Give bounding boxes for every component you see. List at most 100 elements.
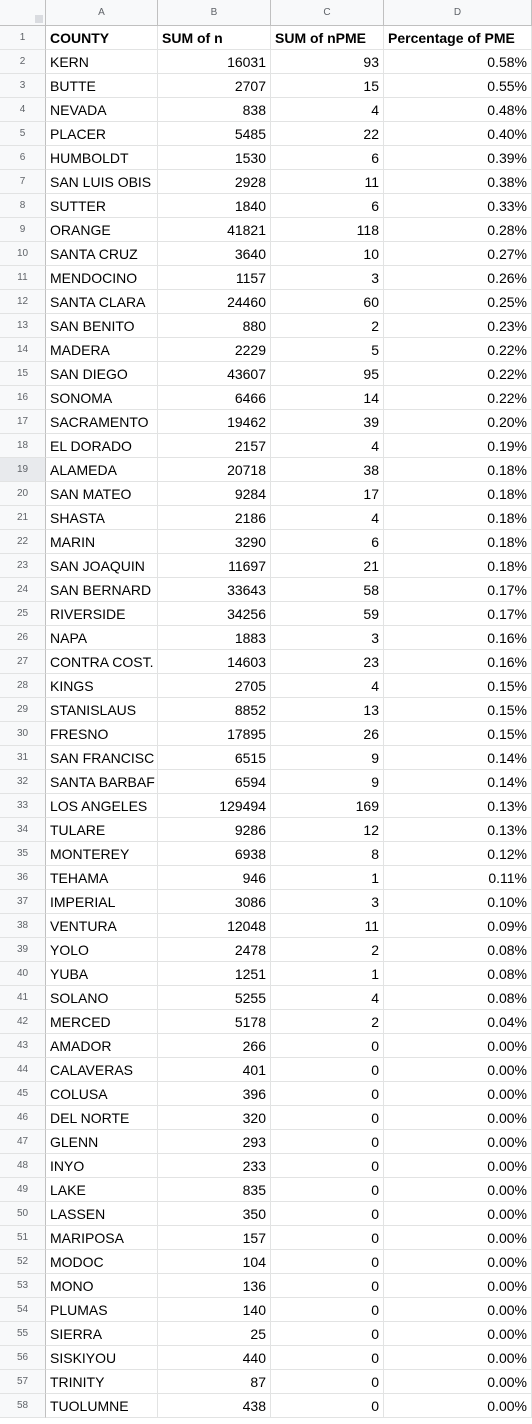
value-cell[interactable]: 0.00% [384,1106,532,1130]
value-cell[interactable]: 0 [271,1298,384,1322]
value-cell[interactable]: 0.58% [384,50,532,74]
row-number[interactable]: 19 [0,458,46,482]
value-cell[interactable]: 24460 [158,290,271,314]
value-cell[interactable]: 1157 [158,266,271,290]
value-cell[interactable]: 0.16% [384,626,532,650]
value-cell[interactable]: 946 [158,866,271,890]
county-cell[interactable]: NAPA [46,626,158,650]
value-cell[interactable]: 0 [271,1034,384,1058]
county-cell[interactable]: LAKE [46,1178,158,1202]
value-cell[interactable]: 9 [271,770,384,794]
value-cell[interactable]: 0 [271,1346,384,1370]
value-cell[interactable]: 6938 [158,842,271,866]
county-cell[interactable]: SONOMA [46,386,158,410]
value-cell[interactable]: 0.00% [384,1082,532,1106]
row-number[interactable]: 55 [0,1322,46,1346]
value-cell[interactable]: 0.00% [384,1394,532,1418]
county-cell[interactable]: STANISLAUS [46,698,158,722]
value-cell[interactable]: 0 [271,1058,384,1082]
row-number[interactable]: 34 [0,818,46,842]
header-cell[interactable]: Percentage of PME [384,26,532,50]
value-cell[interactable]: 0 [271,1322,384,1346]
value-cell[interactable]: 2478 [158,938,271,962]
value-cell[interactable]: 9 [271,746,384,770]
row-number[interactable]: 29 [0,698,46,722]
row-number[interactable]: 1 [0,26,46,50]
county-cell[interactable]: SACRAMENTO [46,410,158,434]
value-cell[interactable]: 3290 [158,530,271,554]
row-number[interactable]: 57 [0,1370,46,1394]
value-cell[interactable]: 60 [271,290,384,314]
value-cell[interactable]: 140 [158,1298,271,1322]
value-cell[interactable]: 41821 [158,218,271,242]
county-cell[interactable]: SIERRA [46,1322,158,1346]
row-number[interactable]: 2 [0,50,46,74]
value-cell[interactable]: 11 [271,914,384,938]
select-all-corner[interactable] [0,0,46,26]
value-cell[interactable]: 0.26% [384,266,532,290]
value-cell[interactable]: 0.11% [384,866,532,890]
value-cell[interactable]: 1 [271,866,384,890]
row-number[interactable]: 54 [0,1298,46,1322]
county-cell[interactable]: TRINITY [46,1370,158,1394]
county-cell[interactable]: SANTA BARBAF [46,770,158,794]
county-cell[interactable]: MADERA [46,338,158,362]
value-cell[interactable]: 58 [271,578,384,602]
value-cell[interactable]: 293 [158,1130,271,1154]
value-cell[interactable]: 1530 [158,146,271,170]
value-cell[interactable]: 0.00% [384,1322,532,1346]
value-cell[interactable]: 23 [271,650,384,674]
value-cell[interactable]: 0.00% [384,1034,532,1058]
header-cell[interactable]: COUNTY [46,26,158,50]
value-cell[interactable]: 43607 [158,362,271,386]
value-cell[interactable]: 0.12% [384,842,532,866]
value-cell[interactable]: 136 [158,1274,271,1298]
row-number[interactable]: 12 [0,290,46,314]
row-number[interactable]: 28 [0,674,46,698]
value-cell[interactable]: 0.18% [384,530,532,554]
row-number[interactable]: 11 [0,266,46,290]
value-cell[interactable]: 0.17% [384,602,532,626]
row-number[interactable]: 56 [0,1346,46,1370]
value-cell[interactable]: 0 [271,1226,384,1250]
row-number[interactable]: 23 [0,554,46,578]
value-cell[interactable]: 8 [271,842,384,866]
value-cell[interactable]: 5485 [158,122,271,146]
value-cell[interactable]: 0.27% [384,242,532,266]
row-number[interactable]: 17 [0,410,46,434]
row-number[interactable]: 37 [0,890,46,914]
row-number[interactable]: 13 [0,314,46,338]
value-cell[interactable]: 34256 [158,602,271,626]
value-cell[interactable]: 2 [271,314,384,338]
value-cell[interactable]: 15 [271,74,384,98]
value-cell[interactable]: 1251 [158,962,271,986]
value-cell[interactable]: 0.38% [384,170,532,194]
value-cell[interactable]: 0 [271,1250,384,1274]
value-cell[interactable]: 5178 [158,1010,271,1034]
county-cell[interactable]: SHASTA [46,506,158,530]
value-cell[interactable]: 233 [158,1154,271,1178]
value-cell[interactable]: 39 [271,410,384,434]
county-cell[interactable]: HUMBOLDT [46,146,158,170]
value-cell[interactable]: 157 [158,1226,271,1250]
value-cell[interactable]: 0.40% [384,122,532,146]
row-number[interactable]: 52 [0,1250,46,1274]
value-cell[interactable]: 9286 [158,818,271,842]
column-header-d[interactable]: D [384,0,532,26]
county-cell[interactable]: KERN [46,50,158,74]
value-cell[interactable]: 350 [158,1202,271,1226]
county-cell[interactable]: SAN DIEGO [46,362,158,386]
row-number[interactable]: 6 [0,146,46,170]
row-number[interactable]: 39 [0,938,46,962]
value-cell[interactable]: 401 [158,1058,271,1082]
value-cell[interactable]: 2186 [158,506,271,530]
value-cell[interactable]: 95 [271,362,384,386]
county-cell[interactable]: EL DORADO [46,434,158,458]
county-cell[interactable]: YUBA [46,962,158,986]
row-number[interactable]: 44 [0,1058,46,1082]
value-cell[interactable]: 0.00% [384,1226,532,1250]
value-cell[interactable]: 17 [271,482,384,506]
row-number[interactable]: 8 [0,194,46,218]
county-cell[interactable]: SOLANO [46,986,158,1010]
value-cell[interactable]: 118 [271,218,384,242]
